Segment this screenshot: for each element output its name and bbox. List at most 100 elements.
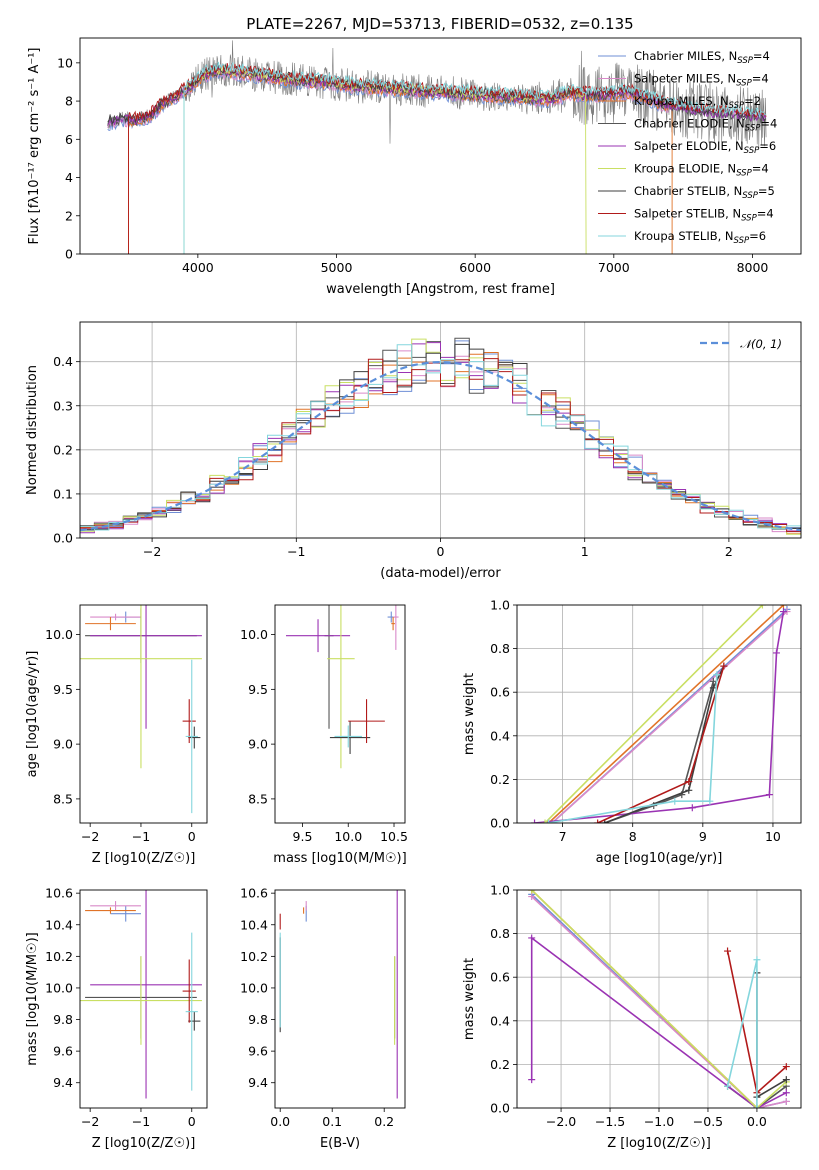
y-tick-label: 8	[65, 94, 73, 109]
axes-frame	[79, 889, 208, 1109]
histogram-salpeter-stelib	[80, 358, 801, 533]
y-axis-label: mass [log10(M/M☉)]	[25, 932, 40, 1065]
weight-marker-salpeter-elodie	[528, 1076, 536, 1084]
weight-marker-salpeter-stelib	[685, 778, 693, 786]
y-axis-label: mass weight	[462, 958, 477, 1040]
x-tick-label: −1.5	[595, 1114, 625, 1129]
y-tick-label: 0	[65, 247, 73, 262]
weight-line-kroupa-elodie	[544, 605, 763, 823]
y-tick-label: 0.0	[53, 531, 73, 546]
weight-marker-salpeter-stelib	[594, 819, 602, 823]
x-tick-label: 0	[188, 829, 196, 844]
legend-entry-kroupa-elodie: Kroupa ELODIE, NSSP=4	[634, 162, 769, 179]
x-tick-label: 0	[437, 544, 445, 559]
errorbars	[285, 605, 399, 769]
spectrum-legend: Chabrier MILES, NSSP=4 Salpeter MILES, NS…	[598, 49, 777, 246]
age-vs-Z-panel: −2 −1 0 8.5 9.0 9.5 10.0 Z [log10(Z/Z☉)] age [lo…	[25, 604, 208, 866]
axes-frame	[274, 604, 406, 824]
weight-marker-kroupa-stelib	[545, 819, 553, 823]
weight-line-kroupa-miles	[548, 605, 785, 823]
histogram-chabrier-stelib	[80, 343, 801, 531]
x-tick-label: 9	[699, 829, 707, 844]
y-tick-label: 9.4	[248, 1075, 268, 1090]
x-tick-label: −2.0	[546, 1114, 576, 1129]
weight-line-chabrier-stelib	[756, 972, 787, 1099]
x-tick-label: −2	[143, 544, 161, 559]
y-tick-label: 0.2	[53, 442, 73, 457]
legend-entry-chabrier-elodie: Chabrier ELODIE, NSSP=4	[634, 117, 777, 134]
y-tick-label: 10.4	[45, 917, 73, 932]
x-tick-label: 8	[629, 829, 637, 844]
y-tick-label: 10	[57, 55, 73, 70]
legend-entry-salpeter-stelib: Salpeter STELIB, NSSP=4	[634, 207, 774, 224]
y-axis-label: age [log10(age/yr)]	[25, 651, 40, 778]
weight-marker-salpeter-miles	[528, 893, 536, 901]
weight-marker-chabrier-stelib	[782, 1076, 790, 1084]
y-tick-label: 0.0	[490, 816, 510, 831]
errorbars	[279, 890, 398, 1099]
y-tick-label: 9.5	[248, 682, 268, 697]
model-line-kroupa-miles	[128, 69, 673, 254]
y-tick-label: 9.5	[53, 682, 73, 697]
weight-marker-chabrier-stelib	[685, 786, 693, 794]
errorbars	[80, 605, 202, 814]
weight-marker-salpeter-elodie	[772, 649, 780, 657]
y-tick-label: 0.1	[53, 486, 73, 501]
legend-entry-chabrier-stelib: Chabrier STELIB, NSSP=5	[634, 184, 775, 201]
x-axis-label: mass [log10(M/M☉)]	[273, 851, 406, 866]
y-tick-label: 9.6	[53, 1044, 73, 1059]
x-tick-label: 0.0	[270, 1114, 290, 1129]
x-axis-label: Z [log10(Z/Z☉)]	[92, 1136, 196, 1151]
weight-marker-kroupa-elodie	[528, 890, 536, 894]
mass-vs-ebv-panel: 0.0 0.1 0.2 9.4 9.6 9.8 10.0 10.2 10.4 10.6 E(B-V)	[240, 886, 406, 1151]
y-tick-label: 10.2	[240, 949, 268, 964]
x-tick-label: 0.2	[374, 1114, 394, 1129]
x-tick-label: 9.5	[293, 829, 313, 844]
normal-distribution-curve	[80, 360, 801, 532]
y-tick-label: 9.6	[248, 1044, 268, 1059]
y-tick-label: 1.0	[490, 598, 510, 613]
y-tick-label: 0.3	[53, 398, 73, 413]
weight-marker-salpeter-elodie	[779, 608, 787, 616]
weight-line-kroupa-stelib	[726, 959, 758, 1108]
weight-lines	[531, 605, 791, 823]
x-tick-label: 1	[581, 544, 589, 559]
residuals-legend: 𝒩(0, 1)	[700, 337, 782, 351]
weight-line-salpeter-miles	[551, 610, 788, 823]
x-axis-label: Z [log10(Z/Z☉)]	[92, 851, 196, 866]
y-axis-label: Normed distribution	[25, 365, 40, 495]
x-axis-label: E(B-V)	[320, 1136, 360, 1151]
y-tick-label: 9.8	[53, 1012, 73, 1027]
y-tick-label: 10.0	[45, 980, 73, 995]
chart-title: PLATE=2267, MJD=53713, FIBERID=0532, z=0…	[246, 15, 633, 33]
weight-line-salpeter-stelib	[597, 665, 725, 823]
weight-line-salpeter-elodie	[530, 936, 787, 1108]
x-tick-label: 0.0	[747, 1114, 767, 1129]
y-tick-label: 9.0	[53, 737, 73, 752]
y-tick-label: 10.0	[240, 627, 268, 642]
x-tick-label: 5000	[321, 260, 353, 275]
axes-frame	[79, 604, 208, 824]
y-tick-label: 0.4	[490, 1013, 510, 1028]
y-axis-label: mass weight	[462, 673, 477, 755]
axes-frame	[274, 889, 406, 1109]
y-tick-label: 8.5	[53, 791, 73, 806]
x-axis-label: wavelength [Angstrom, rest frame]	[326, 282, 555, 297]
axes-frame	[516, 889, 802, 1109]
y-tick-label: 0.6	[490, 970, 510, 985]
y-tick-label: 10.6	[45, 886, 73, 901]
y-tick-label: 0.6	[490, 685, 510, 700]
y-tick-label: 9.0	[248, 737, 268, 752]
x-tick-label: −2	[81, 829, 99, 844]
x-tick-label: 8000	[737, 260, 769, 275]
weight-marker-kroupa-stelib	[753, 1104, 761, 1108]
y-tick-label: 0.4	[490, 728, 510, 743]
x-tick-label: 2	[725, 544, 733, 559]
x-tick-label: −1	[132, 1114, 150, 1129]
x-tick-label: −0.5	[693, 1114, 723, 1129]
weight-vs-age-panel: 7 8 9 10 0.0 0.2 0.4 0.6 0.8 1.0 age [log10(age/yr…	[462, 598, 802, 866]
y-tick-label: 0.2	[490, 1057, 510, 1072]
model-line-salpeter-stelib	[128, 62, 767, 254]
